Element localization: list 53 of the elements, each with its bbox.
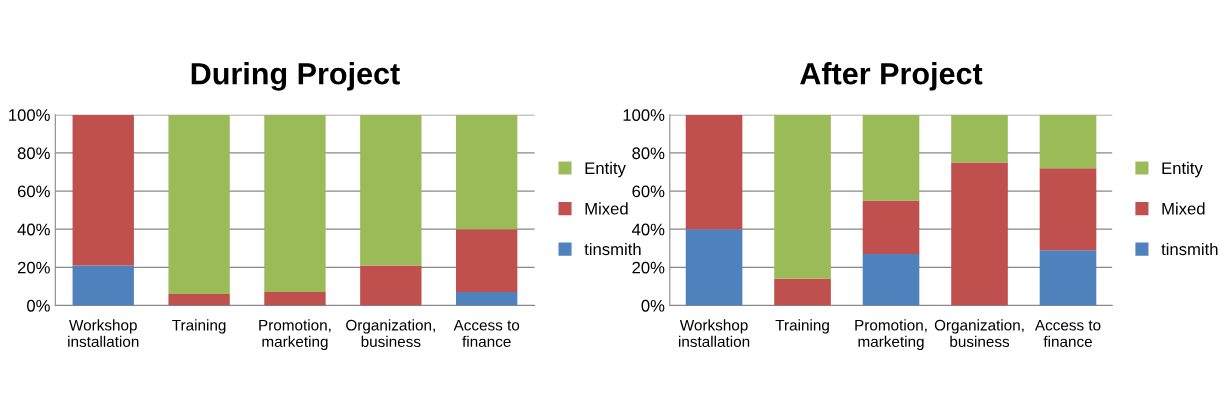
y-tick-label: 0%: [27, 299, 50, 312]
bar: [862, 200, 920, 254]
legend-label: tinsmith: [1161, 242, 1218, 256]
bar: [72, 265, 134, 306]
bar: [862, 253, 920, 306]
x-tick-label: Promotion, marketing: [259, 319, 331, 351]
bar: [774, 114, 831, 279]
legend-label: Entity: [1162, 161, 1203, 178]
bar: [168, 294, 230, 306]
bar: [774, 278, 831, 306]
bar: [72, 114, 134, 266]
y-tick-label: 0%: [641, 299, 665, 312]
bar: [1039, 168, 1097, 251]
chart-title: After Project: [800, 62, 983, 91]
bar: [1039, 114, 1097, 169]
bar: [264, 292, 326, 306]
bar: [360, 265, 422, 306]
legend-label: tinsmith: [584, 242, 641, 256]
y-tick-label: 100%: [623, 109, 665, 121]
chart-title: During Project: [191, 62, 400, 91]
y-tick-label: 40%: [631, 223, 665, 236]
bar: [862, 114, 920, 201]
bar: [685, 114, 743, 230]
bar: [685, 229, 743, 306]
bar: [456, 114, 518, 230]
x-tick-label: Workshop installation: [68, 319, 139, 348]
x-tick-label: Organization, business: [346, 319, 435, 348]
bar: [360, 114, 422, 266]
bar: [264, 114, 326, 293]
y-tick-label: 100%: [9, 109, 50, 121]
y-tick-label: 80%: [17, 147, 50, 160]
x-tick-label: Promotion, marketing: [855, 319, 927, 351]
x-tick-label: Workshop installation: [678, 319, 750, 348]
x-tick-label: Organization, business: [934, 319, 1024, 348]
bar: [951, 114, 1008, 163]
y-tick-label: 80%: [632, 147, 665, 160]
bar: [456, 229, 518, 293]
x-tick-label: Access to finance: [1034, 319, 1101, 348]
y-tick-label: 40%: [17, 223, 50, 236]
y-tick-label: 20%: [632, 261, 665, 274]
legend-label: Mixed: [585, 202, 628, 215]
bar: [951, 162, 1008, 306]
x-tick-label: Training: [172, 319, 226, 334]
bar: [168, 114, 230, 295]
bar: [456, 292, 518, 306]
y-tick-label: 60%: [17, 185, 50, 198]
legend-label: Entity: [585, 161, 626, 178]
y-tick-label: 60%: [632, 185, 665, 198]
x-tick-label: Training: [775, 319, 829, 334]
legend-label: Mixed: [1162, 202, 1205, 215]
y-tick-label: 20%: [17, 261, 50, 274]
bar: [1039, 250, 1097, 306]
x-tick-label: Access to finance: [453, 319, 520, 348]
